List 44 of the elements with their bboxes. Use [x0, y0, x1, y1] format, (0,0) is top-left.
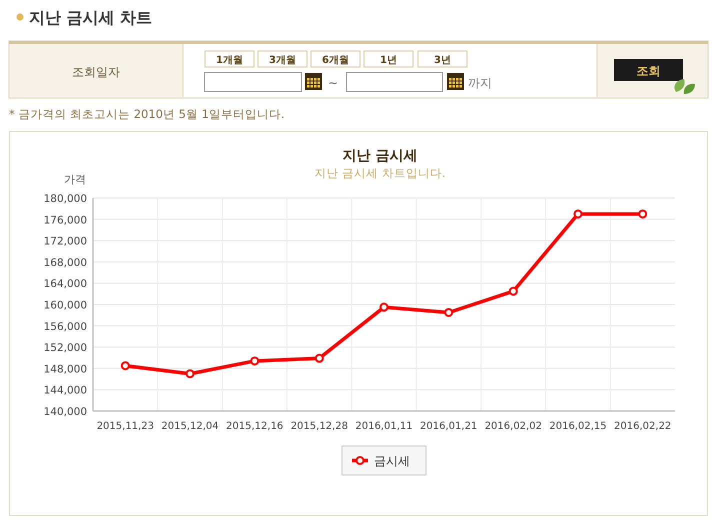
y-tick-label: 172,000 — [44, 236, 87, 248]
text: 1년 — [380, 55, 397, 66]
x-tick-label: 2015,12,28 — [290, 421, 348, 432]
text: 조회일자 — [72, 65, 120, 79]
point — [444, 308, 454, 317]
text: 까지 — [468, 76, 492, 90]
text: 지난 금시세 차트 — [29, 8, 152, 27]
legend-label: 금시세 — [374, 454, 410, 468]
text: 조회 — [636, 64, 660, 78]
y-axis-title: 가격 — [64, 173, 86, 186]
point — [314, 354, 324, 363]
y-tick-label: 144,000 — [44, 384, 87, 397]
chart-subtitle: 지난 금시세 차트입니다. — [314, 166, 446, 180]
y-tick-label: 140,000 — [44, 406, 87, 418]
point — [574, 209, 582, 218]
y-tick-label: 152,000 — [44, 342, 87, 354]
x-tick-label: 2016,02,15 — [549, 421, 607, 432]
point — [250, 356, 260, 366]
chart-title: 지난 금시세 — [342, 148, 418, 164]
x-tick-label: 2015,12,04 — [161, 421, 219, 432]
point — [638, 209, 648, 218]
y-tick-label: 148,000 — [44, 363, 87, 376]
x-tick-label: 2016,02,22 — [614, 421, 672, 432]
x-tick-label: 2015,11,23 — [96, 421, 154, 432]
y-tick-label: 176,000 — [44, 214, 87, 226]
text: ~ — [328, 76, 338, 90]
y-tick-label: 180,000 — [44, 193, 87, 205]
text: 6개월 — [322, 55, 349, 66]
text: 3개월 — [269, 55, 296, 66]
x-tick-label: 2016,01,11 — [355, 421, 413, 432]
x-tick-label: 2016,02,02 — [484, 421, 542, 432]
x-tick-label: 2016,01,21 — [420, 421, 478, 432]
y-tick-label: 156,000 — [44, 320, 87, 333]
text: * 금가격의 최초고시는 2010년 5월 1일부터입니다. — [9, 107, 285, 121]
y-tick-label: 168,000 — [44, 256, 87, 269]
text: 1개월 — [216, 55, 243, 66]
point — [508, 286, 518, 296]
point — [120, 361, 130, 370]
y-tick-label: 164,000 — [44, 278, 87, 290]
x-tick-label: 2015,12,16 — [226, 421, 284, 432]
text: 3년 — [434, 55, 451, 66]
point — [186, 369, 194, 378]
point — [380, 302, 388, 312]
y-tick-label: 160,000 — [44, 300, 87, 312]
